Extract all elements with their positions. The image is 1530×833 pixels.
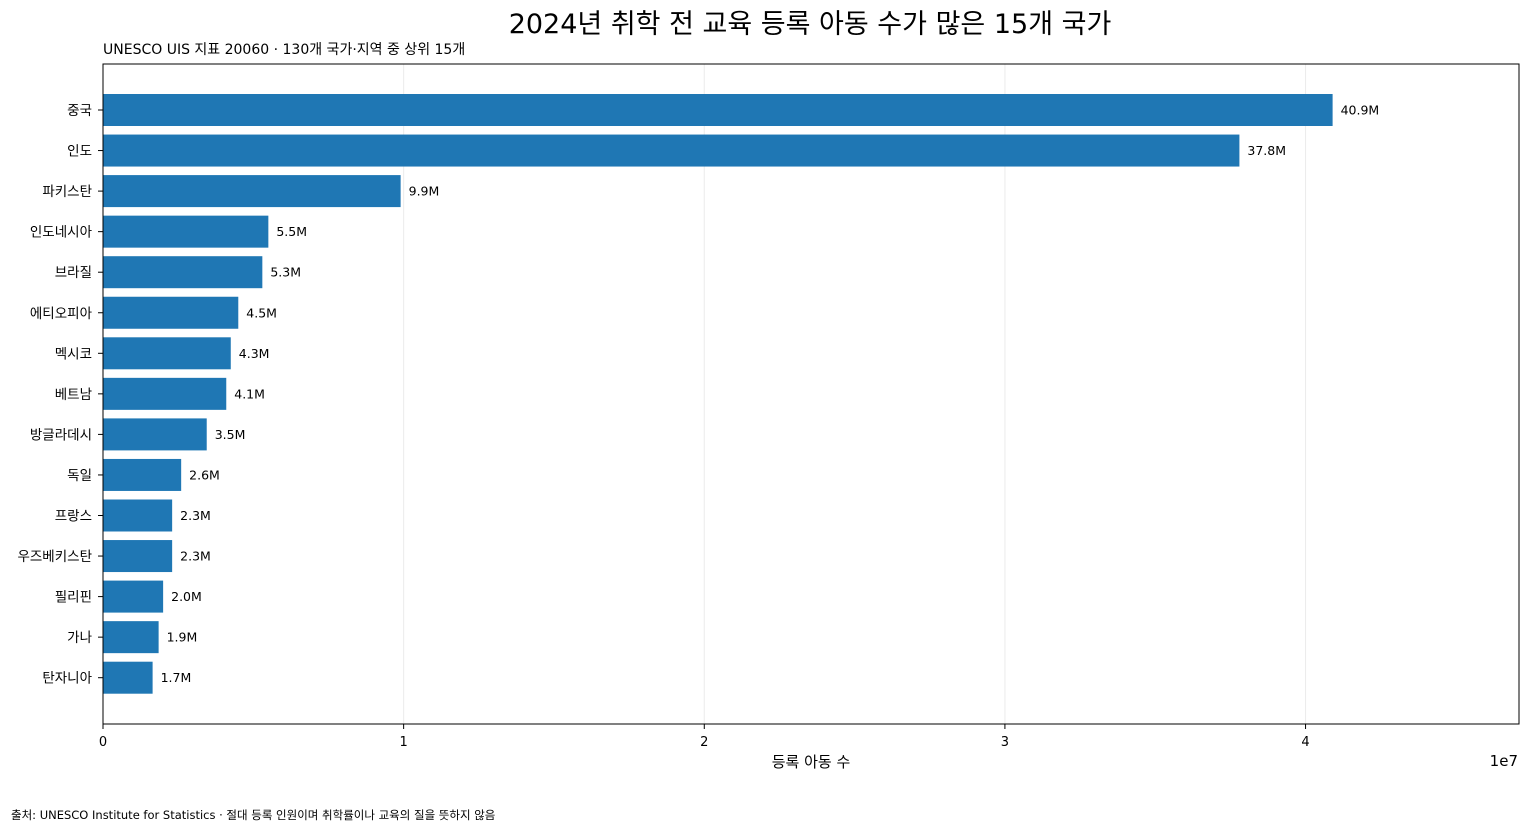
bar [103, 296, 239, 329]
value-label: 37.8M [1247, 143, 1286, 158]
bar [103, 215, 269, 248]
value-label: 40.9M [1341, 103, 1380, 118]
x-tick-label: 3 [1001, 735, 1009, 750]
category-label: 인도네시아 [30, 225, 93, 241]
category-label: 멕시코 [55, 346, 92, 362]
category-label: 가나 [67, 630, 92, 646]
category-label: 독일 [67, 468, 92, 484]
bar [103, 540, 173, 573]
category-label: 에티오피아 [30, 306, 93, 322]
value-label: 4.1M [234, 386, 265, 401]
bar [103, 580, 164, 613]
value-label: 4.3M [239, 346, 270, 361]
category-label: 필리핀 [55, 590, 92, 606]
bar [103, 621, 159, 654]
value-label: 9.9M [409, 184, 440, 199]
bar [103, 418, 207, 451]
gridlines [403, 64, 1307, 724]
category-label: 베트남 [55, 387, 92, 403]
value-label: 2.0M [171, 589, 202, 604]
category-label: 우즈베키스탄 [17, 549, 92, 565]
category-label: 탄자니아 [42, 671, 92, 687]
value-label: 3.5M [215, 427, 246, 442]
value-label: 4.5M [246, 305, 277, 320]
bar [103, 377, 227, 410]
x-tick-label: 1 [399, 735, 407, 750]
category-labels: 중국인도파키스탄인도네시아브라질에티오피아멕시코베트남방글라데시독일프랑스우즈베… [17, 103, 103, 687]
value-label: 1.7M [161, 670, 192, 685]
x-axis-label: 등록 아동 수 [772, 753, 851, 771]
category-label: 방글라데시 [30, 427, 92, 443]
bar [103, 661, 153, 694]
x-tick-label: 4 [1301, 735, 1309, 750]
category-label: 프랑스 [55, 509, 92, 525]
category-label: 파키스탄 [42, 184, 92, 200]
bar [103, 175, 401, 208]
x-ticks: 0 1 2 3 4 [99, 724, 1310, 750]
value-labels: 40.9M 37.8M 9.9M 5.5M 5.3M 4.5M 4.3M 4.1M 3.5M 2.… [161, 103, 1380, 686]
bar [103, 499, 173, 532]
category-label: 인도 [67, 144, 92, 160]
bar [103, 134, 1240, 167]
source-note: 출처: UNESCO Institute for Statistics · 절대… [11, 808, 495, 822]
value-label: 2.6M [189, 467, 220, 482]
bar [103, 458, 182, 491]
x-tick-label: 0 [99, 735, 107, 750]
x-axis-scale-label: 1e7 [1490, 752, 1518, 770]
value-label: 5.3M [270, 265, 301, 280]
value-label: 5.5M [276, 224, 307, 239]
chart-title: 2024년 취학 전 교육 등록 아동 수가 많은 15개 국가 [509, 9, 1112, 40]
bar [103, 337, 231, 370]
chart-subtitle: UNESCO UIS 지표 20060 · 130개 국가·지역 중 상위 15… [103, 42, 465, 58]
category-label: 브라질 [55, 265, 92, 281]
plot-frame [102, 63, 1520, 725]
value-label: 2.3M [180, 508, 211, 523]
category-label: 중국 [67, 103, 92, 119]
bar [103, 94, 1333, 126]
bar [103, 256, 263, 289]
value-label: 2.3M [180, 549, 211, 564]
x-tick-label: 2 [700, 735, 708, 750]
value-label: 1.9M [167, 630, 198, 645]
bars [103, 94, 1333, 694]
